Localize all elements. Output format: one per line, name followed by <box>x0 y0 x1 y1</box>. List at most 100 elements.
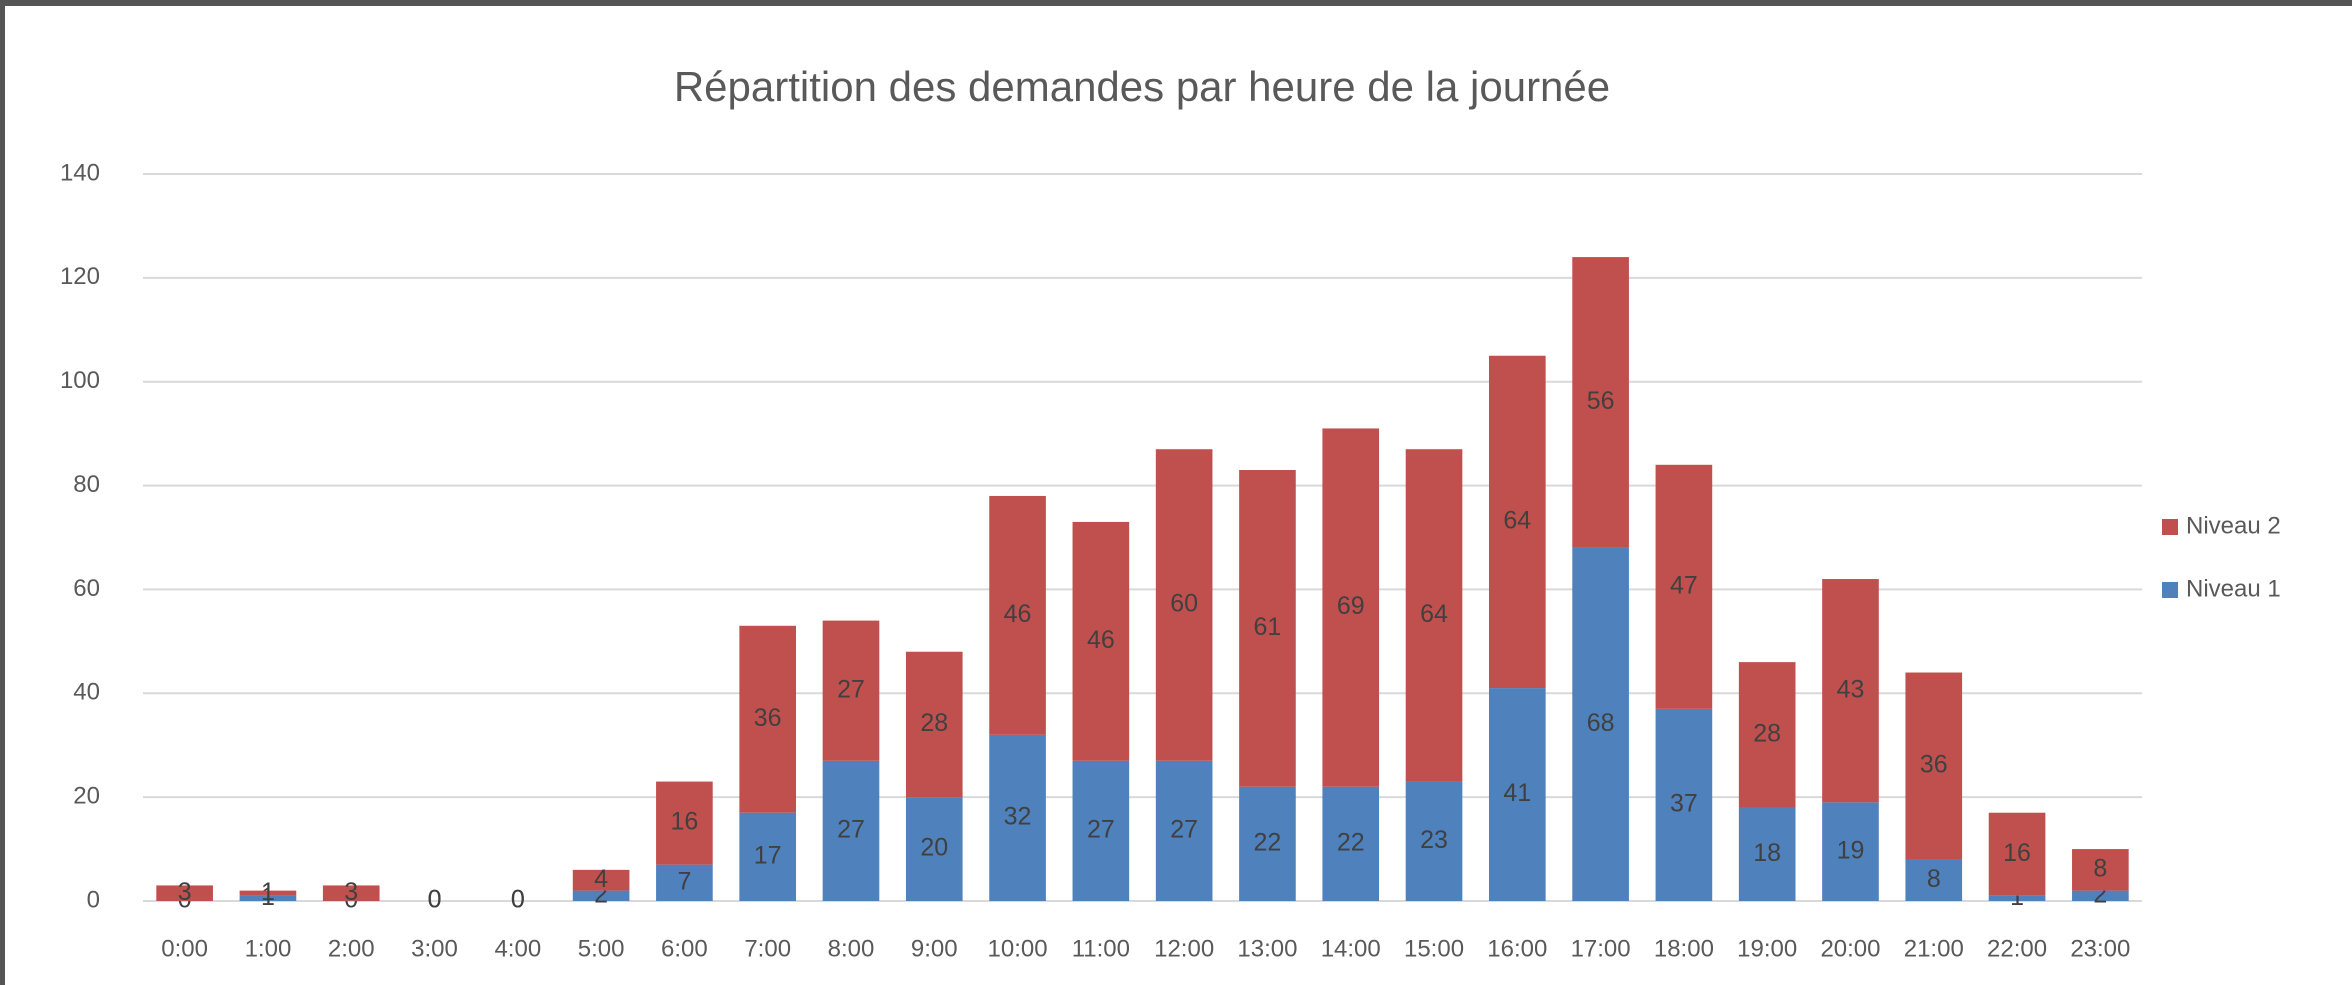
x-tick-label: 23:00 <box>2070 935 2130 962</box>
data-label: 43 <box>1837 675 1865 703</box>
data-label: 0 <box>511 886 525 914</box>
data-label: 20 <box>920 834 948 862</box>
bar-segment <box>989 734 1046 901</box>
data-label: 64 <box>1420 600 1448 628</box>
data-label: 8 <box>2093 854 2107 882</box>
bar-segment <box>1405 781 1463 901</box>
bar-segment <box>2072 890 2129 901</box>
y-tick-label: 0 <box>87 886 100 913</box>
data-label: 16 <box>670 808 698 836</box>
data-label: 27 <box>1087 816 1115 844</box>
bar-segment <box>656 781 713 865</box>
bar-segment <box>1572 547 1629 901</box>
data-label: 36 <box>1920 751 1948 779</box>
bar-segment <box>1988 812 2046 896</box>
bar-segment <box>156 885 213 901</box>
bar-segment <box>1239 786 1296 901</box>
legend-label: Niveau 2 <box>2186 512 2281 539</box>
bar-segment <box>822 620 880 761</box>
x-tick-label: 1:00 <box>245 935 292 962</box>
bar-segment <box>239 890 297 896</box>
x-tick-label: 2:00 <box>328 935 375 962</box>
data-label: 0 <box>428 886 442 914</box>
data-label: 4 <box>594 865 608 893</box>
x-tick-label: 6:00 <box>661 935 708 962</box>
bar-segment <box>1488 355 1546 689</box>
bar-segment <box>1322 786 1380 901</box>
x-tick-label: 8:00 <box>828 935 875 962</box>
data-label: 68 <box>1587 709 1615 737</box>
data-label: 0 <box>511 886 525 914</box>
data-label: 69 <box>1337 592 1365 620</box>
x-tick-label: 9:00 <box>911 935 958 962</box>
x-tick-label: 4:00 <box>494 935 541 962</box>
data-label: 27 <box>837 816 865 844</box>
data-label: 27 <box>837 675 865 703</box>
bar-segment <box>1239 469 1296 787</box>
x-tick-label: 20:00 <box>1820 935 1880 962</box>
y-tick-label: 100 <box>60 367 100 394</box>
data-label: 22 <box>1254 828 1282 856</box>
data-label: 46 <box>1004 600 1032 628</box>
bar-segment <box>1405 449 1463 782</box>
x-tick-label: 22:00 <box>1987 935 2047 962</box>
bar-segment <box>739 812 797 901</box>
data-label: 28 <box>1753 719 1781 747</box>
x-tick-label: 19:00 <box>1737 935 1797 962</box>
data-label: 27 <box>1170 816 1198 844</box>
x-tick-label: 7:00 <box>744 935 791 962</box>
bar-segment <box>1655 708 1713 901</box>
data-label: 61 <box>1254 613 1282 641</box>
y-tick-label: 40 <box>73 679 100 706</box>
bar-segment <box>905 797 963 901</box>
bar-segment <box>1572 257 1629 548</box>
bar-segment <box>905 651 963 798</box>
x-tick-label: 14:00 <box>1321 935 1381 962</box>
data-label: 47 <box>1670 571 1698 599</box>
bar-segment <box>1072 521 1130 761</box>
data-label: 16 <box>2003 839 2031 867</box>
bar-segment <box>1322 428 1380 787</box>
bar-segment <box>239 895 297 901</box>
bar-segment <box>1738 662 1796 808</box>
bar-segment <box>1155 760 1213 901</box>
bar-segment <box>989 495 1046 735</box>
bar-segment <box>1488 688 1546 901</box>
x-tick-label: 21:00 <box>1904 935 1964 962</box>
data-label: 1 <box>261 883 275 911</box>
bar-segment <box>572 869 630 891</box>
bar-segment <box>1072 760 1130 901</box>
bar-segment <box>739 625 797 813</box>
bar-segment <box>572 890 630 901</box>
bar-segment <box>822 760 880 901</box>
x-tick-label: 5:00 <box>578 935 625 962</box>
data-label: 32 <box>1004 803 1032 831</box>
data-label: 17 <box>754 841 782 869</box>
x-tick-label: 18:00 <box>1654 935 1714 962</box>
y-tick-label: 20 <box>73 782 100 809</box>
data-label: 3 <box>344 878 358 906</box>
y-tick-label: 80 <box>73 471 100 498</box>
data-label: 28 <box>920 709 948 737</box>
data-label: 56 <box>1587 387 1615 415</box>
x-tick-label: 11:00 <box>1072 935 1130 962</box>
chart-title: Répartition des demandes par heure de la… <box>674 63 1610 110</box>
x-tick-label: 12:00 <box>1154 935 1214 962</box>
data-label: 1 <box>261 878 275 906</box>
data-label: 23 <box>1420 826 1448 854</box>
data-label: 46 <box>1087 626 1115 654</box>
data-label: 18 <box>1753 839 1781 867</box>
bar-segment <box>1905 672 1963 860</box>
bar-segment <box>322 885 380 901</box>
y-tick-label: 120 <box>60 263 100 290</box>
data-label: 3 <box>178 878 192 906</box>
bar-segment <box>1155 449 1213 761</box>
bar-segment <box>1822 579 1879 803</box>
data-label: 0 <box>428 886 442 914</box>
y-tick-label: 60 <box>73 575 100 602</box>
data-label: 22 <box>1337 828 1365 856</box>
bar-segment <box>1822 802 1879 901</box>
data-label: 36 <box>754 704 782 732</box>
